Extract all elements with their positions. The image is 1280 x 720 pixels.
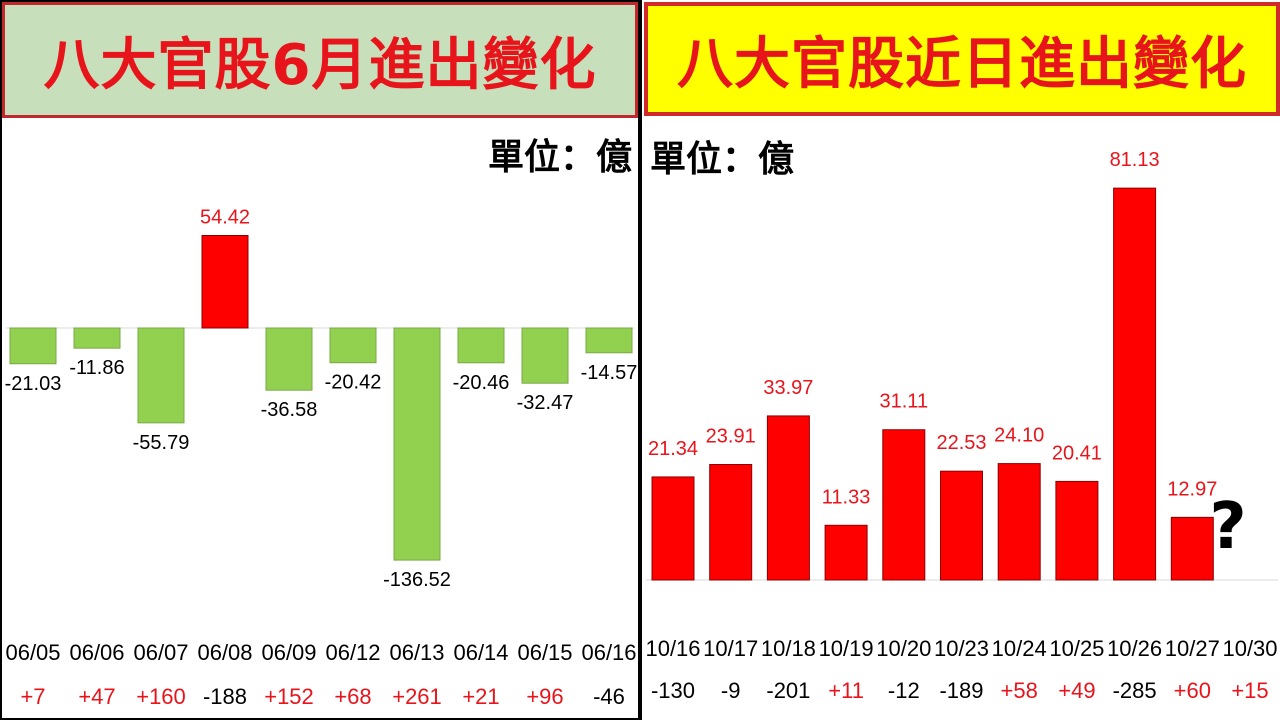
right-unit-label: 單位：億 bbox=[650, 139, 795, 180]
right-flow-label: -201 bbox=[766, 678, 810, 703]
left-date-label: 06/06 bbox=[69, 640, 124, 665]
right-value-label: 24.10 bbox=[994, 425, 1044, 447]
left-value-label: 54.42 bbox=[200, 206, 250, 228]
left-flow-label: -46 bbox=[593, 684, 625, 709]
right-value-label: 31.11 bbox=[880, 391, 929, 413]
right-date-label: 10/23 bbox=[934, 636, 989, 661]
right-bar bbox=[1055, 480, 1099, 581]
right-chart-title: 八大官股近日進出變化 bbox=[644, 2, 1280, 116]
left-unit-label: 單位：億 bbox=[487, 137, 632, 178]
left-date-label: 06/15 bbox=[517, 640, 572, 665]
right-chart-panel: 八大官股近日進出變化 單位：億 21.34 10/16 -130 23.91 10/17… bbox=[640, 0, 1280, 720]
right-value-label: 33.97 bbox=[763, 377, 813, 399]
right-date-label: 10/25 bbox=[1049, 636, 1104, 661]
left-date-label: 06/09 bbox=[261, 640, 316, 665]
right-date-label: 10/19 bbox=[819, 636, 874, 661]
left-date-label: 06/07 bbox=[133, 640, 188, 665]
left-flow-label: +160 bbox=[136, 684, 186, 709]
left-bar bbox=[9, 327, 57, 365]
left-flow-label: +152 bbox=[264, 684, 314, 709]
right-date-label: 10/26 bbox=[1107, 636, 1162, 661]
right-date-label: 10/30 bbox=[1222, 636, 1277, 661]
left-flow-label: -188 bbox=[203, 684, 247, 709]
right-date-label: 10/17 bbox=[703, 636, 758, 661]
left-date-label: 06/14 bbox=[453, 640, 508, 665]
right-value-label: 23.91 bbox=[706, 426, 756, 448]
right-date-label: 10/27 bbox=[1165, 636, 1220, 661]
left-flow-label: +261 bbox=[392, 684, 442, 709]
pending-question-mark: ? bbox=[1209, 490, 1246, 564]
left-bar bbox=[137, 327, 185, 424]
right-value-label: 81.13 bbox=[1110, 149, 1160, 171]
left-bar bbox=[201, 234, 249, 329]
right-bar bbox=[709, 464, 753, 581]
right-bar bbox=[1170, 516, 1214, 581]
right-date-label: 10/16 bbox=[645, 636, 700, 661]
right-flow-label: +60 bbox=[1174, 678, 1211, 703]
right-flow-label: +49 bbox=[1058, 678, 1095, 703]
right-flow-label: -285 bbox=[1113, 678, 1157, 703]
right-bar bbox=[824, 524, 868, 581]
right-value-label: 22.53 bbox=[936, 432, 986, 454]
left-chart-title: 八大官股6月進出變化 bbox=[2, 2, 638, 118]
right-flow-label: +15 bbox=[1231, 678, 1268, 703]
left-bar bbox=[265, 327, 313, 391]
left-bar bbox=[457, 327, 505, 364]
left-value-label: -14.57 bbox=[581, 362, 638, 384]
left-bar bbox=[329, 327, 377, 364]
left-flow-label: +21 bbox=[462, 684, 499, 709]
left-bar bbox=[585, 327, 633, 354]
right-flow-label: +58 bbox=[1001, 678, 1038, 703]
left-flow-label: +96 bbox=[526, 684, 563, 709]
right-bar-chart: 21.34 10/16 -130 23.91 10/17 -9 33.97 10/18 -201… bbox=[645, 149, 1278, 703]
left-value-label: -136.52 bbox=[383, 569, 451, 591]
left-bar bbox=[521, 327, 569, 384]
left-bar-chart: -21.03 06/05 +7 -11.86 06/06 +47 -55.79 06/07 +1… bbox=[5, 206, 638, 709]
left-bar bbox=[73, 327, 121, 349]
left-value-label: -11.86 bbox=[69, 357, 124, 379]
right-bar bbox=[651, 476, 695, 581]
left-date-label: 06/13 bbox=[389, 640, 444, 665]
left-flow-label: +47 bbox=[78, 684, 115, 709]
right-flow-label: -130 bbox=[651, 678, 695, 703]
right-bar bbox=[940, 470, 983, 581]
right-bar bbox=[1113, 187, 1157, 581]
left-value-label: -20.42 bbox=[325, 372, 382, 394]
right-value-label: 20.41 bbox=[1052, 442, 1102, 464]
left-value-label: -55.79 bbox=[133, 432, 190, 454]
left-date-label: 06/16 bbox=[581, 640, 636, 665]
right-bar bbox=[766, 415, 810, 581]
left-date-label: 06/08 bbox=[197, 640, 252, 665]
right-date-label: 10/20 bbox=[876, 636, 931, 661]
left-date-label: 06/12 bbox=[325, 640, 380, 665]
right-date-label: 10/24 bbox=[992, 636, 1047, 661]
right-flow-label: +11 bbox=[828, 678, 864, 703]
right-value-label: 12.97 bbox=[1167, 478, 1217, 500]
right-bar bbox=[997, 463, 1041, 581]
right-flow-label: -9 bbox=[721, 678, 741, 703]
left-date-label: 06/05 bbox=[5, 640, 60, 665]
left-flow-label: +68 bbox=[334, 684, 371, 709]
left-value-label: -36.58 bbox=[261, 399, 318, 421]
left-value-label: -20.46 bbox=[453, 372, 510, 394]
right-value-label: 11.33 bbox=[822, 486, 871, 508]
left-chart-panel: 八大官股6月進出變化 單位：億 -21.03 06/05 +7 -11.86 06/06… bbox=[0, 0, 640, 720]
right-value-label: 21.34 bbox=[648, 438, 698, 460]
right-date-label: 10/18 bbox=[761, 636, 816, 661]
left-value-label: -32.47 bbox=[517, 392, 574, 414]
left-bar bbox=[393, 327, 441, 561]
left-value-label: -21.03 bbox=[5, 373, 62, 395]
left-flow-label: +7 bbox=[20, 684, 45, 709]
right-flow-label: -12 bbox=[888, 678, 920, 703]
right-bar bbox=[882, 429, 926, 581]
right-flow-label: -189 bbox=[939, 678, 983, 703]
